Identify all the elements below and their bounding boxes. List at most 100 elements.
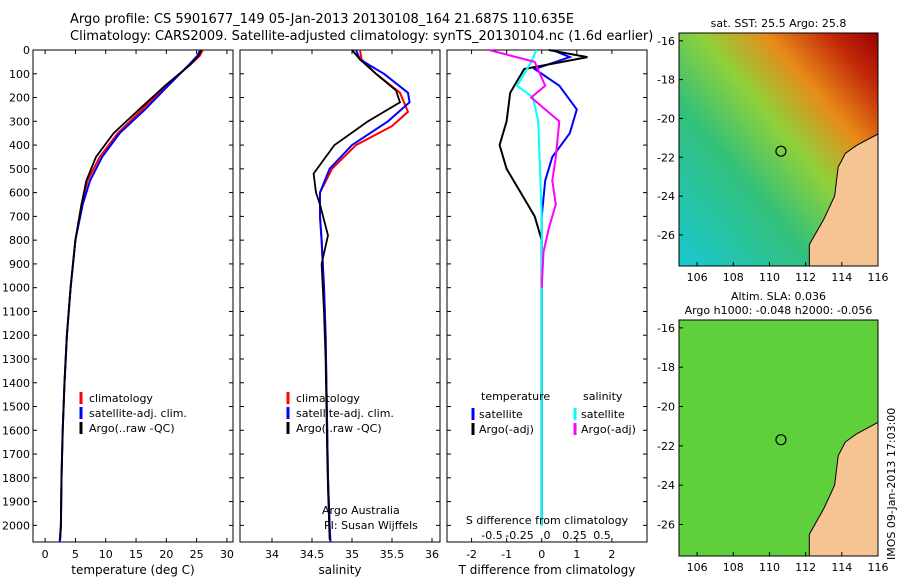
- map-x-tick-label: 108: [723, 271, 744, 284]
- map-title-line-1: sat. SST: 25.5 Argo: 25.8: [711, 17, 847, 30]
- map-y-tick-label: -26: [657, 519, 675, 532]
- legend-label: climatology: [89, 392, 153, 405]
- map-y-tick-label: -24: [657, 190, 675, 203]
- map-y-tick-label: -24: [657, 479, 675, 492]
- y-tick-label: 1100: [2, 305, 30, 318]
- map-y-tick-label: -16: [657, 35, 675, 48]
- s-diff-label: S difference from climatology: [466, 514, 629, 527]
- x-tick-label: 0: [42, 548, 49, 561]
- map-x-tick-label: 116: [868, 271, 889, 284]
- float-position-marker: [775, 145, 787, 157]
- x-tick-label: 5: [72, 548, 79, 561]
- s-tick-label: 0: [544, 529, 551, 542]
- map-y-tick-label: -22: [657, 440, 675, 453]
- y-tick-label: 300: [9, 115, 30, 128]
- map-x-tick-label: 116: [868, 561, 889, 574]
- s-tick-label: -0.25: [505, 529, 533, 542]
- y-tick-label: 2000: [2, 519, 30, 532]
- map-x-tick-label: 108: [723, 561, 744, 574]
- y-tick-label: 1000: [2, 282, 30, 295]
- x-axis-label: salinity: [318, 563, 361, 577]
- legend-label: satellite: [581, 408, 625, 421]
- y-tick-label: 1400: [2, 377, 30, 390]
- s-tick-label: 0.25: [562, 529, 587, 542]
- map-x-tick-label: 106: [687, 561, 708, 574]
- x-tick-label: 25: [190, 548, 204, 561]
- map-x-tick-label: 106: [687, 271, 708, 284]
- x-tick-label: 10: [99, 548, 113, 561]
- map-y-tick-label: -20: [657, 401, 675, 414]
- y-tick-label: 700: [9, 210, 30, 223]
- legend-heading-salinity: salinity: [583, 390, 623, 403]
- x-tick-label: 35.5: [380, 548, 405, 561]
- y-tick-label: 900: [9, 258, 30, 271]
- x-tick-label: 20: [159, 548, 173, 561]
- x-tick-label: 2: [608, 548, 615, 561]
- y-tick-label: 600: [9, 187, 30, 200]
- y-tick-label: 100: [9, 68, 30, 81]
- x-axis-label: temperature (deg C): [71, 563, 194, 577]
- x-tick-label: -1: [501, 548, 512, 561]
- map-y-tick-label: -18: [657, 361, 675, 374]
- y-tick-label: 1700: [2, 448, 30, 461]
- map-x-tick-label: 110: [759, 561, 780, 574]
- x-tick-label: 1: [573, 548, 580, 561]
- y-tick-label: 1500: [2, 401, 30, 414]
- x-tick-label: -2: [466, 548, 477, 561]
- y-tick-label: 500: [9, 163, 30, 176]
- plot-frame: [446, 49, 648, 543]
- figure-title-line2: Climatology: CARS2009. Satellite-adjuste…: [70, 29, 654, 44]
- map-x-tick-label: 114: [831, 561, 852, 574]
- x-tick-label: 15: [129, 548, 143, 561]
- y-tick-label: 1600: [2, 424, 30, 437]
- plot-frame: [32, 49, 234, 543]
- x-tick-label: 35: [345, 548, 359, 561]
- map-y-tick-label: -16: [657, 322, 675, 335]
- institution-label: Argo Australia: [322, 504, 400, 517]
- legend-label: Argo(-adj): [581, 423, 636, 436]
- figure-title-line1: Argo profile: CS 5901677_149 05-Jan-2013…: [70, 12, 575, 27]
- legend-label: Argo(..raw -QC): [296, 422, 382, 435]
- sst-map: 106 108 110 112 114 116 -16 -18 -20 -22 -24 -26 sat.…: [657, 17, 888, 284]
- x-tick-label: 30: [220, 548, 234, 561]
- map-frame: [678, 32, 879, 267]
- x-tick-label: 36: [425, 548, 439, 561]
- map-y-tick-label: -26: [657, 229, 675, 242]
- float-position-marker: [775, 434, 787, 446]
- map-y-tick-label: -20: [657, 112, 675, 125]
- pi-label: PI: Susan Wijffels: [324, 519, 418, 532]
- map-y-tick-label: -22: [657, 151, 675, 164]
- legend-label: satellite-adj. clim.: [89, 407, 187, 420]
- profile-panel-1: 0100200300400500600700800900100011001200…: [2, 44, 234, 577]
- y-tick-label: 1800: [2, 472, 30, 485]
- sla-map: 106 108 110 112 114 116 -16 -18 -20 -22 -24 -26 Alti…: [657, 290, 888, 574]
- legend-label: Argo(-adj): [479, 423, 534, 436]
- plot-frame: [239, 49, 441, 543]
- y-tick-label: 0: [23, 44, 30, 57]
- map-x-tick-label: 112: [795, 561, 816, 574]
- series-line-4: [488, 49, 561, 288]
- y-tick-label: 1200: [2, 329, 30, 342]
- y-tick-label: 200: [9, 92, 30, 105]
- x-axis-label: T difference from climatology: [458, 563, 636, 577]
- series-line-3: [59, 49, 203, 540]
- profile-panel-3: -2 -1 0 1 2 T difference from climatology: [446, 49, 648, 577]
- map-title-line-2: Argo h1000: -0.048 h2000: -0.056: [685, 304, 873, 317]
- legend-label: Argo(..raw -QC): [89, 422, 175, 435]
- legend-label: satellite-adj. clim.: [296, 407, 394, 420]
- legend-label: satellite: [479, 408, 523, 421]
- s-tick-label: -0.5: [481, 529, 502, 542]
- map-frame: [678, 319, 879, 557]
- map-x-tick-label: 114: [831, 271, 852, 284]
- series-line-3: [515, 49, 543, 526]
- legend-label: climatology: [296, 392, 360, 405]
- timestamp-stamp: IMOS 09-Jan-2013 17:03:00: [885, 407, 898, 560]
- y-tick-label: 400: [9, 139, 30, 152]
- map-title-line-1: Altim. SLA: 0.036: [731, 290, 826, 303]
- map-x-tick-label: 110: [759, 271, 780, 284]
- map-x-tick-label: 112: [795, 271, 816, 284]
- series-line-3: [312, 49, 402, 540]
- profile-panel-2: 34 34.5 35 35.5 36 salinity: [239, 49, 441, 577]
- s-tick-label: 0.5: [593, 529, 611, 542]
